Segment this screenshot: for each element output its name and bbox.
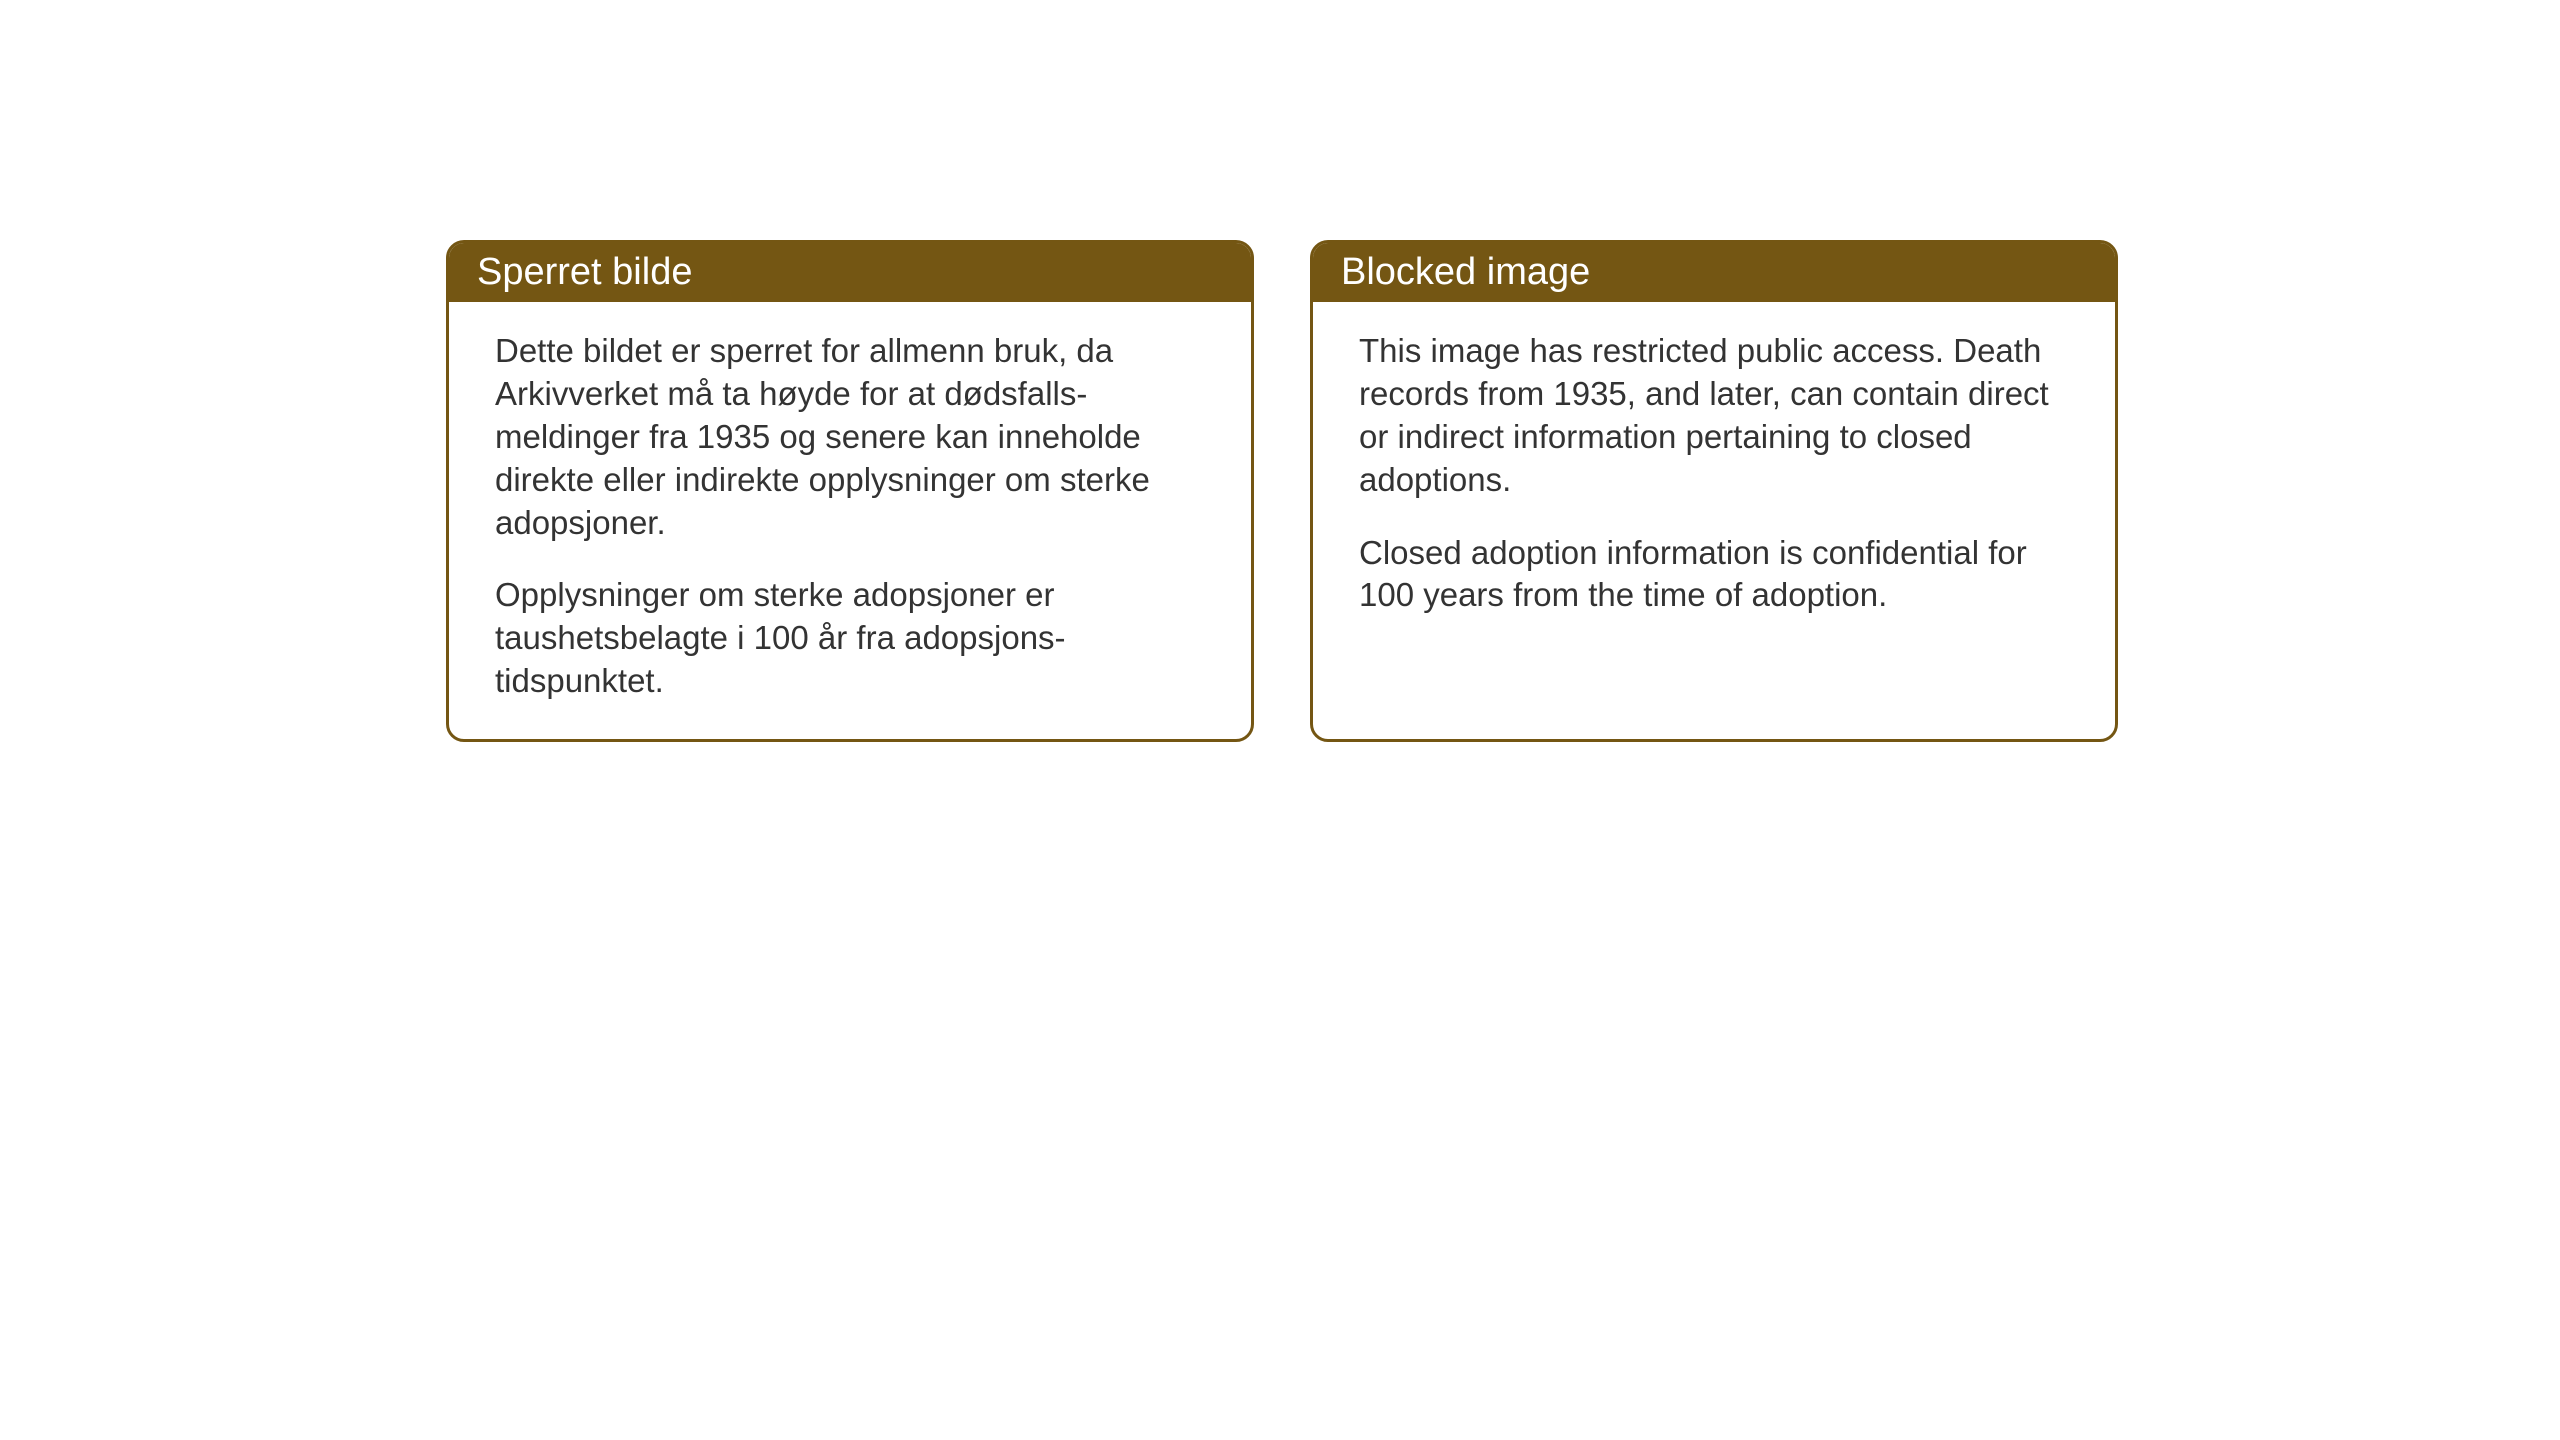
notice-card-english: Blocked image This image has restricted …	[1310, 240, 2118, 742]
card-body-norwegian: Dette bildet er sperret for allmenn bruk…	[449, 302, 1251, 739]
notice-card-norwegian: Sperret bilde Dette bildet er sperret fo…	[446, 240, 1254, 742]
card-paragraph-1: This image has restricted public access.…	[1359, 330, 2069, 502]
card-paragraph-2: Closed adoption information is confident…	[1359, 532, 2069, 618]
card-paragraph-2: Opplysninger om sterke adopsjoner er tau…	[495, 574, 1205, 703]
card-body-english: This image has restricted public access.…	[1313, 302, 2115, 653]
card-paragraph-1: Dette bildet er sperret for allmenn bruk…	[495, 330, 1205, 544]
card-title: Blocked image	[1341, 251, 1590, 293]
card-header-english: Blocked image	[1313, 243, 2115, 302]
card-header-norwegian: Sperret bilde	[449, 243, 1251, 302]
card-title: Sperret bilde	[477, 251, 692, 293]
notice-cards-container: Sperret bilde Dette bildet er sperret fo…	[446, 240, 2118, 742]
